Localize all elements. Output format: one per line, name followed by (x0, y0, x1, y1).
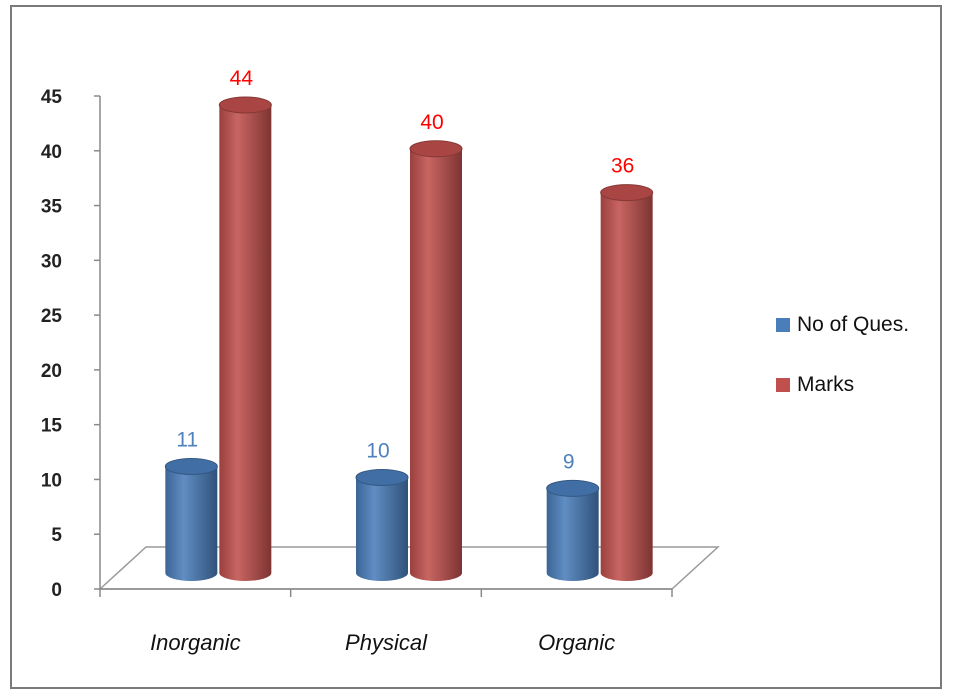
y-tick-label: 5 (51, 525, 62, 546)
legend-label: Marks (797, 373, 854, 396)
y-tick-label: 10 (41, 470, 62, 491)
bar-body (219, 104, 272, 581)
y-tick-label: 25 (41, 306, 63, 327)
chart-legend: No of Ques. Marks (776, 313, 909, 396)
legend-label: No of Ques. (797, 313, 909, 336)
bar (600, 184, 654, 581)
bar-top (546, 479, 600, 497)
legend-swatch (776, 318, 790, 332)
y-tick-label: 40 (41, 142, 62, 163)
y-tick-label: 15 (41, 416, 63, 437)
bar-top (409, 140, 463, 158)
bar (409, 140, 463, 581)
data-label: 40 (420, 111, 443, 134)
y-tick-label: 20 (41, 361, 62, 382)
chart-axes: 0 5 10 15 20 25 30 35 40 45 (41, 87, 720, 601)
bar-top (218, 96, 272, 114)
bar-body (165, 466, 218, 581)
data-label: 10 (366, 439, 389, 462)
x-category-label: Inorganic (150, 630, 241, 655)
chart-frame (10, 5, 942, 689)
bar (164, 457, 218, 581)
data-label: 11 (176, 428, 198, 451)
bar-top (164, 457, 218, 475)
legend-swatch (776, 378, 790, 392)
bar-body (356, 477, 408, 581)
chart-labels: Inorganic Physical Organic 11 44 10 40 9 36 (150, 67, 634, 655)
x-category-label: Physical (345, 630, 428, 655)
data-label: 36 (611, 155, 634, 178)
bar (355, 468, 409, 581)
x-category-label: Organic (538, 630, 615, 655)
y-tick-label: 35 (41, 197, 63, 218)
y-tick-label: 0 (51, 580, 62, 601)
bar (218, 96, 272, 581)
data-label: 44 (230, 67, 254, 90)
bar-body (600, 192, 653, 581)
bar-body (410, 148, 462, 581)
y-tick-label: 30 (41, 251, 62, 272)
y-tick-label: 45 (41, 87, 63, 108)
bar-body (546, 488, 599, 581)
bar-top (600, 184, 654, 202)
data-label: 9 (563, 450, 575, 473)
bar-top (355, 468, 409, 486)
bar (546, 479, 600, 581)
chart-bars (164, 96, 654, 581)
